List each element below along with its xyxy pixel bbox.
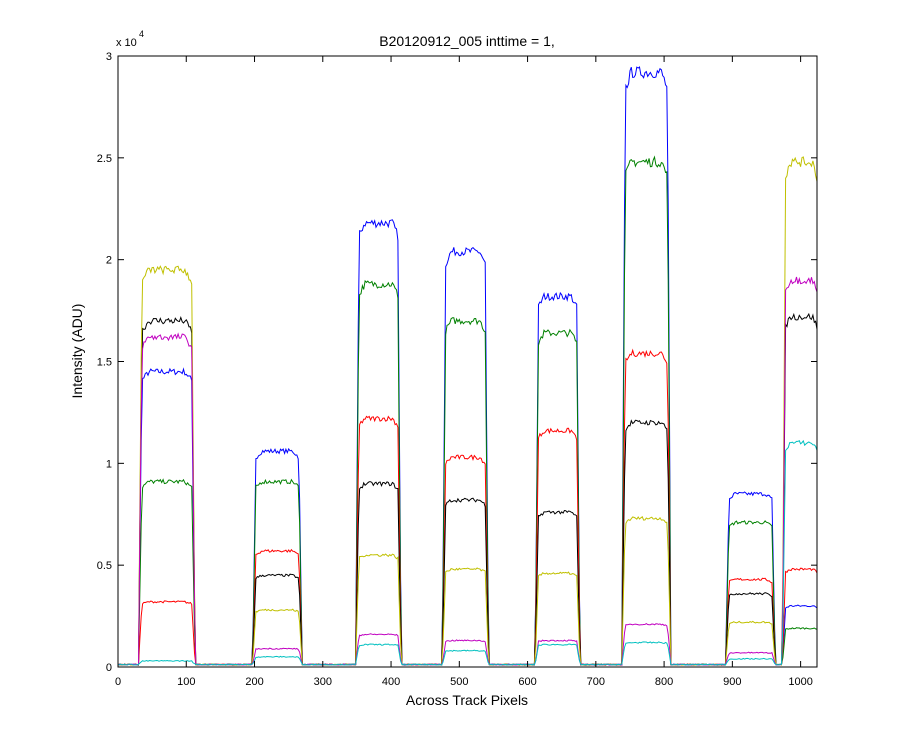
y-axis-ticks: 0 0.5 1 1.5 2 2.5 3 bbox=[97, 51, 817, 674]
series-layer bbox=[117, 66, 818, 666]
plot-area bbox=[118, 56, 817, 667]
x-tick-label: 700 bbox=[587, 676, 605, 688]
y-tick-label: 3 bbox=[106, 51, 112, 63]
chart-title: B20120912_005 inttime = 1, bbox=[379, 33, 555, 49]
y-tick-label: 2 bbox=[106, 255, 112, 267]
y-tick-label: 1 bbox=[106, 458, 112, 470]
x-tick-label: 100 bbox=[177, 676, 195, 688]
y-axis-label: Intensity (ADU) bbox=[69, 304, 85, 399]
x-tick-label: 1000 bbox=[788, 676, 812, 688]
x-tick-label: 500 bbox=[450, 676, 468, 688]
x-tick-label: 800 bbox=[655, 676, 673, 688]
y-exponent-power: 4 bbox=[139, 29, 144, 39]
x-tick-label: 0 bbox=[115, 676, 121, 688]
y-exponent-label: x 10 bbox=[116, 37, 137, 49]
x-axis-label: Across Track Pixels bbox=[406, 692, 528, 708]
y-tick-label: 1.5 bbox=[97, 357, 112, 369]
series-line-7 bbox=[117, 439, 818, 666]
y-tick-label: 0 bbox=[106, 662, 112, 674]
x-tick-label: 400 bbox=[382, 676, 400, 688]
x-tick-label: 900 bbox=[723, 676, 741, 688]
x-tick-label: 200 bbox=[245, 676, 263, 688]
y-tick-label: 2.5 bbox=[97, 153, 112, 165]
x-tick-label: 300 bbox=[314, 676, 332, 688]
x-tick-label: 600 bbox=[518, 676, 536, 688]
x-axis-ticks: 0 100 200 300 400 500 600 700 800 900 1000 bbox=[115, 56, 813, 688]
y-tick-label: 0.5 bbox=[97, 560, 112, 572]
